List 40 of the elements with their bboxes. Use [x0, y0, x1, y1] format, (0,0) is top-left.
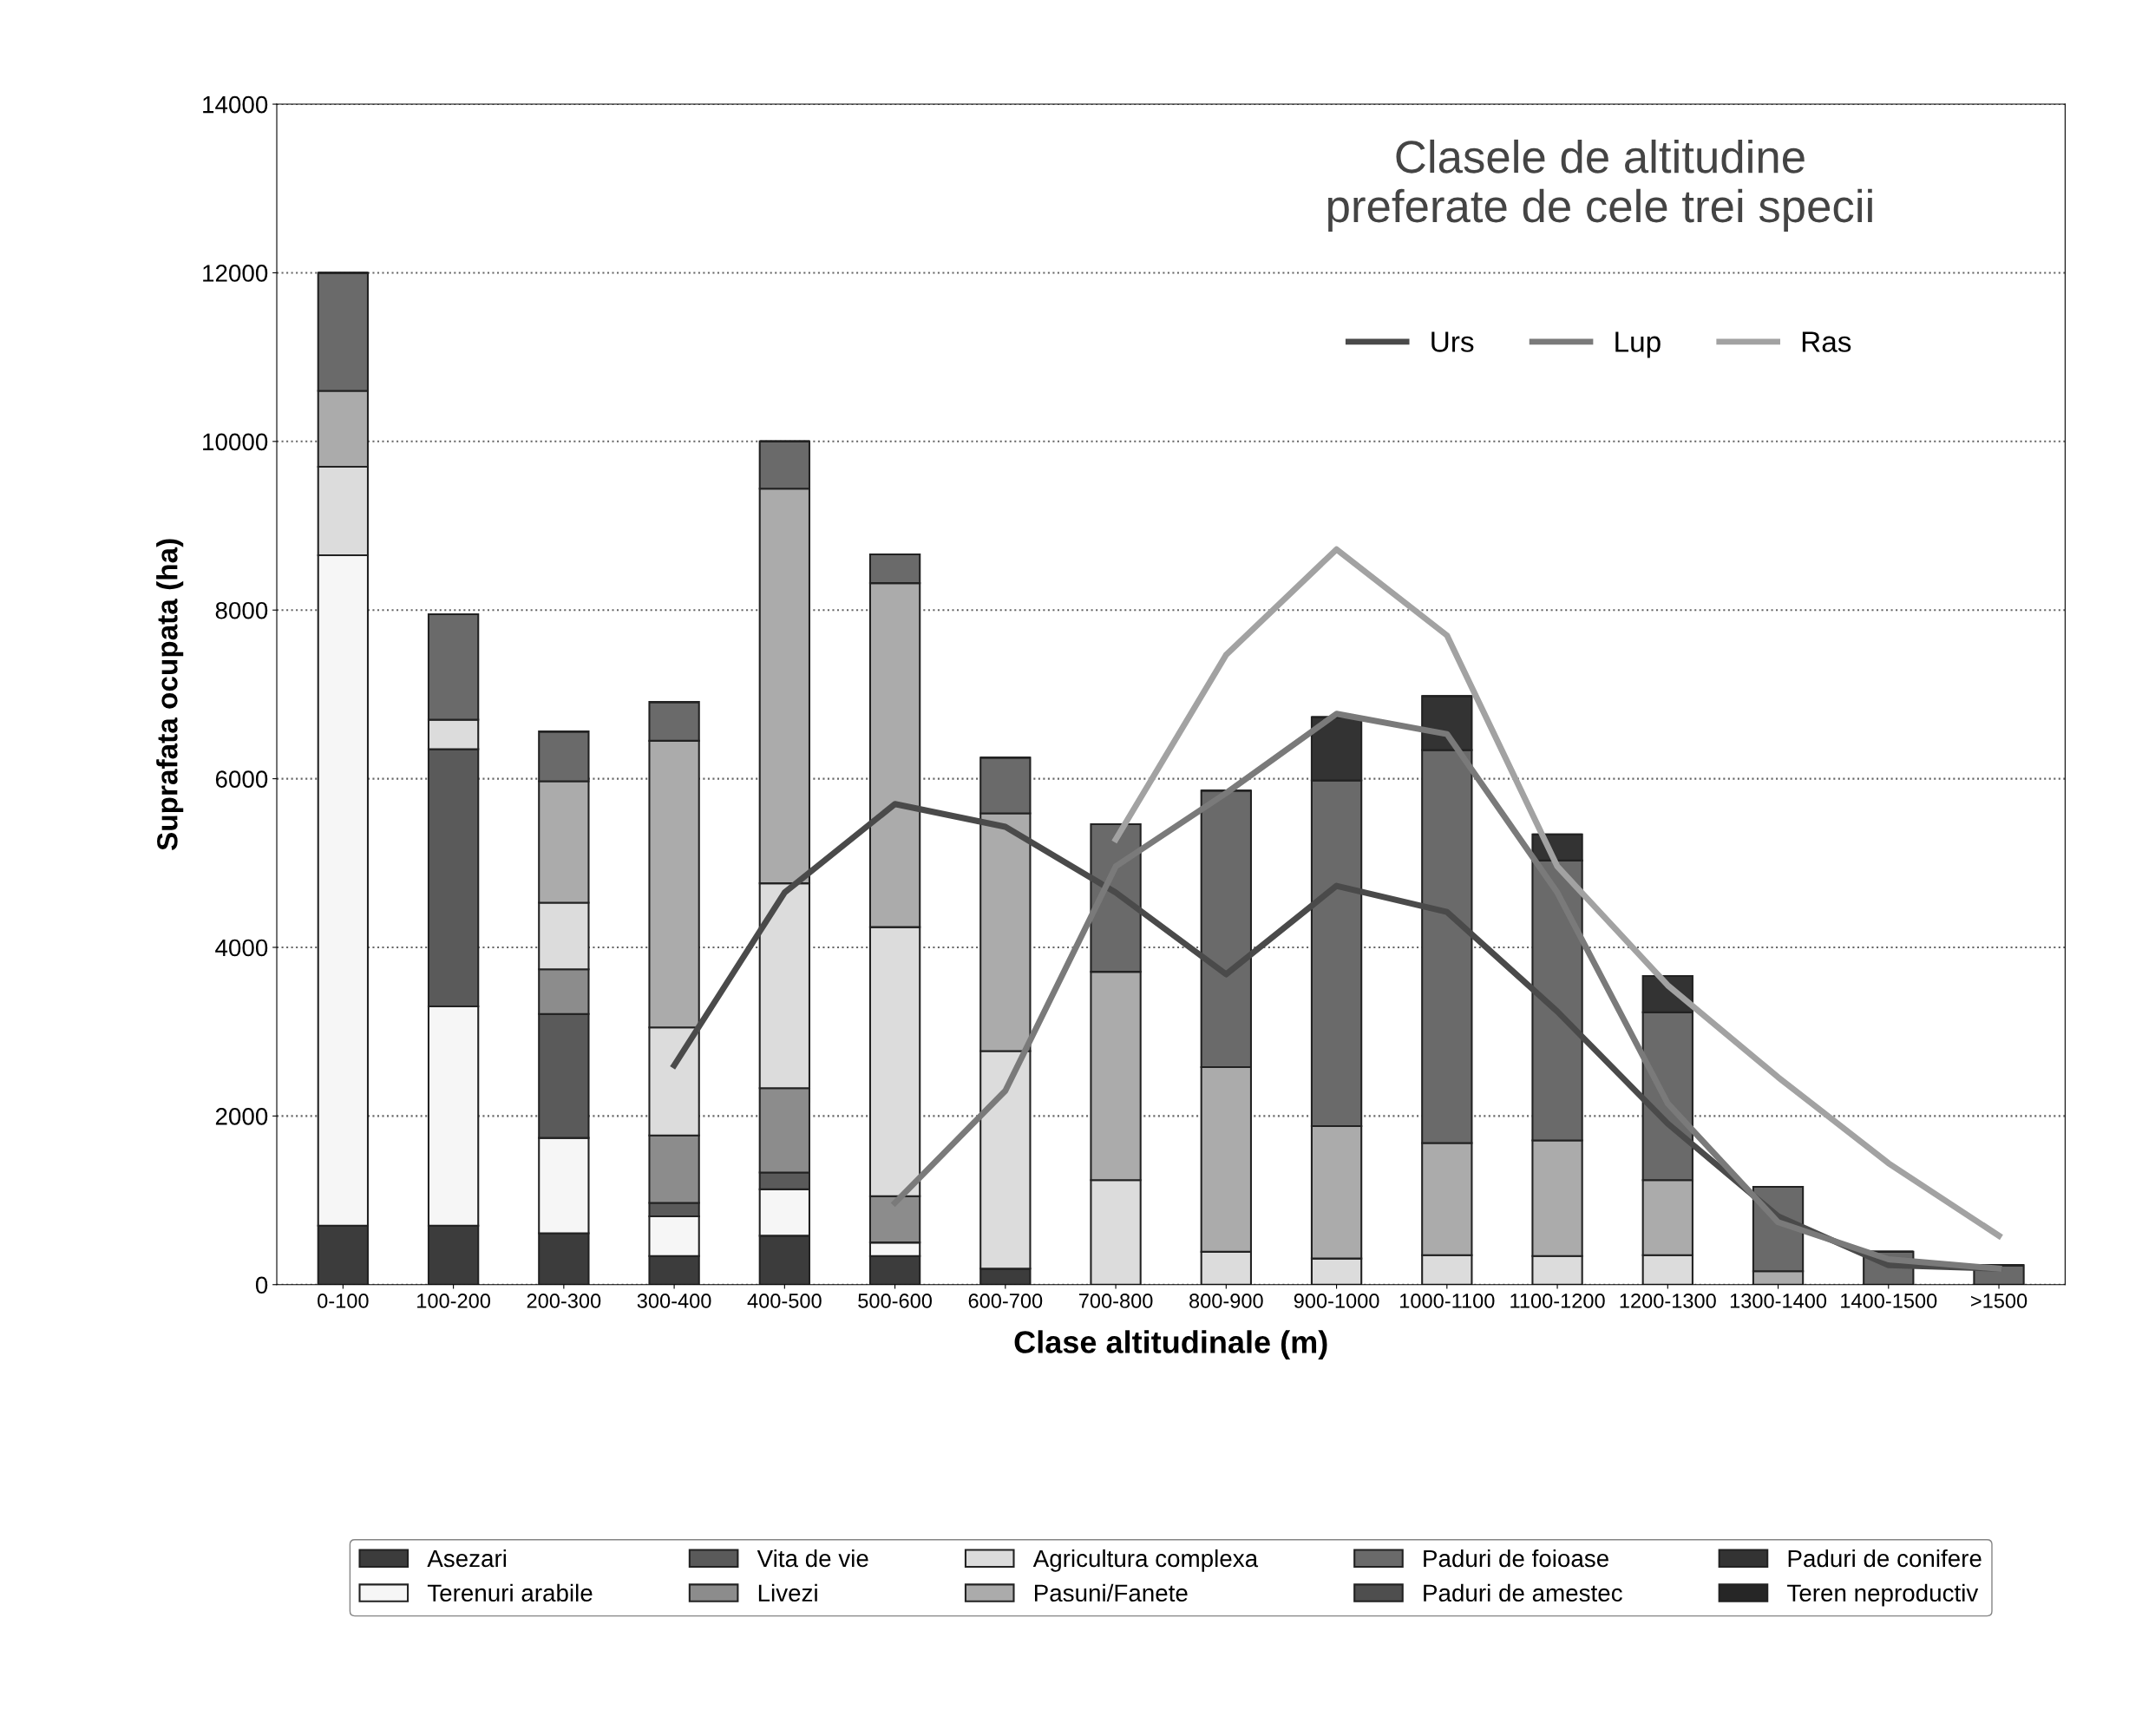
x-tick-label: >1500 — [1971, 1294, 2027, 1308]
legend-label: Terenuri arabile — [427, 1583, 593, 1602]
y-tick-label: 8000 — [215, 601, 268, 619]
y-tick-label: 10000 — [203, 433, 268, 451]
legend-label: Asezari — [427, 1549, 507, 1568]
legend-label: Pasuni/Fanete — [1035, 1583, 1188, 1602]
x-tick-label: 1300-1400 — [1730, 1294, 1827, 1308]
legend-label: Paduri de amestec — [1424, 1583, 1622, 1602]
x-tick-label: 500-600 — [858, 1294, 932, 1308]
y-tick-label: 12000 — [203, 265, 268, 282]
text: Clasele de altitudine preferate de cele trei specii — [1328, 139, 1872, 232]
legend-label: Paduri de conifere — [1788, 1549, 1982, 1568]
y-tick-label: 2000 — [215, 1108, 268, 1125]
y-tick-label: 0 — [255, 1276, 268, 1294]
x-tick-label: 0-100 — [318, 1294, 369, 1308]
x-tick-label: 100-200 — [417, 1294, 491, 1308]
x-tick-label: 900-1000 — [1294, 1294, 1379, 1308]
x-tick-label: 1100-1200 — [1510, 1294, 1605, 1308]
x-tick-label: 400-500 — [747, 1294, 822, 1308]
x-tick-label: 1200-1300 — [1620, 1294, 1716, 1308]
legend-label: Paduri de foioase — [1424, 1549, 1608, 1568]
legend-label: Agricultura complexa — [1032, 1549, 1259, 1572]
legend-label: Vita de vie — [757, 1549, 868, 1568]
legend-label: Ras — [1802, 331, 1851, 352]
y-tick-label: 6000 — [215, 770, 268, 788]
legend-label: Lup — [1615, 331, 1661, 358]
legend-label: Livezi — [758, 1583, 817, 1602]
x-tick-label: 700-800 — [1078, 1294, 1153, 1308]
x-tick-label: 600-700 — [968, 1294, 1043, 1308]
x-tick-label: 300-400 — [637, 1294, 711, 1308]
x-axis-title: Clase altitudinale (m) — [1014, 1330, 1327, 1359]
x-tick-label: 1000-1100 — [1400, 1294, 1495, 1308]
legend-label: Urs — [1431, 331, 1474, 352]
y-tick-label: 4000 — [215, 939, 268, 957]
legend-label: Teren neproductiv — [1787, 1583, 1979, 1607]
x-tick-label: 800-900 — [1189, 1294, 1263, 1308]
x-tick-label: 1400-1500 — [1841, 1294, 1937, 1308]
y-tick-label: 14000 — [203, 95, 268, 114]
x-tick-label: 200-300 — [527, 1294, 601, 1308]
y-axis-title: Suprafata ocupata (ha) — [156, 539, 184, 851]
